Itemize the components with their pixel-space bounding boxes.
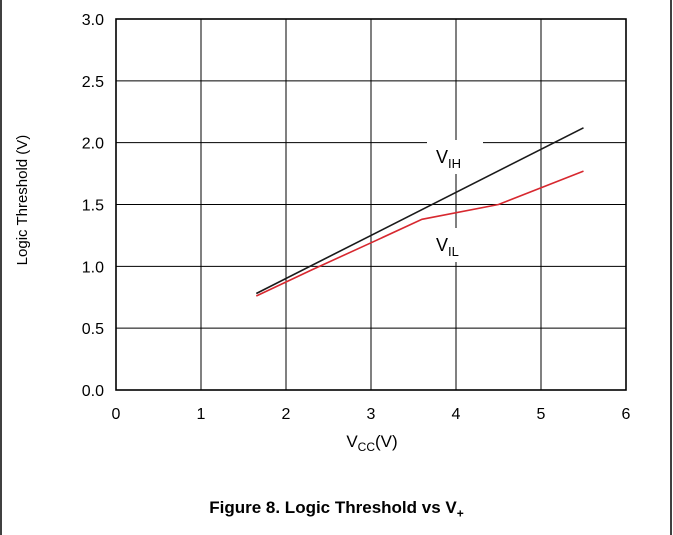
series-line-v-ih xyxy=(255,127,584,295)
x-axis-label: VCC(V) xyxy=(346,432,397,454)
series-label-vih-sub: IH xyxy=(448,156,461,171)
x-axis-label-rest: (V) xyxy=(375,432,398,451)
vil-label-knockout xyxy=(427,228,479,262)
plot-border xyxy=(115,18,627,391)
y-tick-label: 0.5 xyxy=(82,321,104,338)
x-tick-label: 4 xyxy=(452,406,461,423)
figure-caption-sub: + xyxy=(456,506,464,521)
figure-caption-main: Figure 8. Logic Threshold vs V xyxy=(209,498,457,517)
x-tick-label: 2 xyxy=(282,406,291,423)
x-axis-label-sub: CC xyxy=(358,440,376,454)
vih-label-knockout xyxy=(427,140,483,174)
y-tick-label: 0.0 xyxy=(82,383,104,400)
series-label-vih: VIH xyxy=(436,147,461,171)
figure-caption: Figure 8. Logic Threshold vs V+ xyxy=(0,498,673,520)
x-tick-label: 0 xyxy=(112,406,121,423)
y-tick-label: 2.5 xyxy=(82,74,104,91)
y-tick-label: 2.0 xyxy=(82,136,104,153)
y-tick-label: 1.0 xyxy=(82,259,104,276)
chart-plot: 0 1 2 3 4 5 6 0.0 0.5 1.0 1.5 2.0 2.5 3.0 xyxy=(82,12,631,423)
series-line-v-il xyxy=(255,170,584,297)
x-tick-label: 1 xyxy=(197,406,206,423)
x-axis-label-main: V xyxy=(346,432,358,451)
x-tick-label: 5 xyxy=(537,406,546,423)
series-label-vil: VIL xyxy=(436,235,459,259)
x-tick-label: 6 xyxy=(622,406,631,423)
x-tick-label: 3 xyxy=(367,406,376,423)
y-axis-label: Logic Threshold (V) xyxy=(14,135,31,266)
series-label-vil-main: V xyxy=(436,235,448,255)
series-label-vil-sub: IL xyxy=(448,244,459,259)
y-tick-label: 1.5 xyxy=(82,198,104,215)
series-label-vih-main: V xyxy=(436,147,448,167)
y-tick-label: 3.0 xyxy=(82,12,104,29)
